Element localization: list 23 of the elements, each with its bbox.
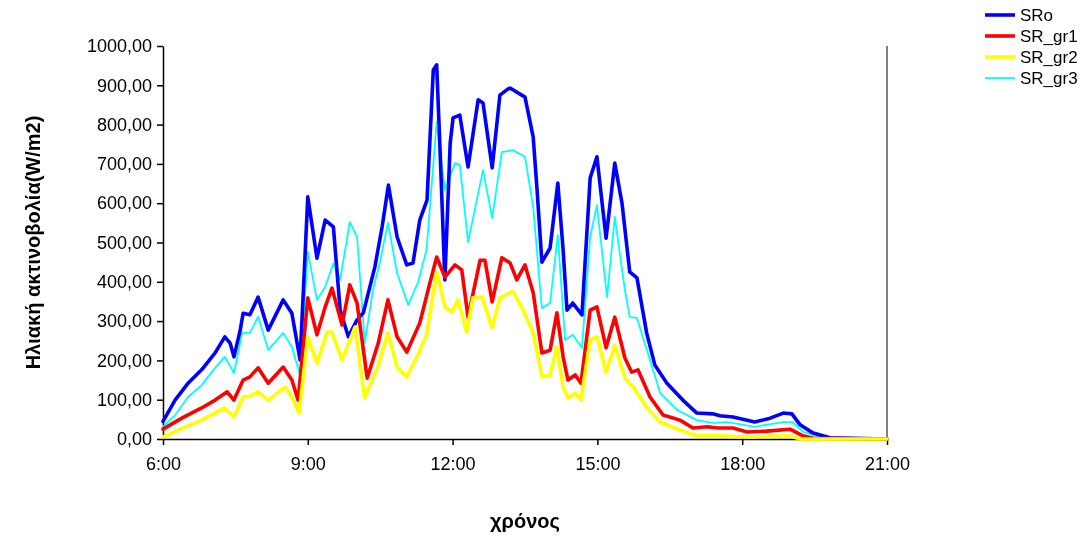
x-tick-label: 9:00 bbox=[290, 453, 326, 474]
y-tick-label: 100,00 bbox=[96, 389, 152, 410]
x-tick-label: 15:00 bbox=[575, 453, 621, 474]
legend-label: SRo bbox=[1020, 6, 1054, 25]
y-tick-label: 500,00 bbox=[96, 232, 152, 253]
y-tick-label: 1000,00 bbox=[86, 36, 152, 57]
y-tick-label: 800,00 bbox=[96, 114, 152, 135]
x-tick-label: 6:00 bbox=[145, 453, 182, 474]
x-axis-title: χρόνος bbox=[490, 510, 560, 532]
x-tick-label: 12:00 bbox=[430, 453, 476, 474]
y-tick-label: 200,00 bbox=[96, 350, 152, 371]
y-tick-label: 700,00 bbox=[96, 154, 152, 175]
y-tick-label: 400,00 bbox=[96, 272, 152, 293]
legend-label: SR_gr2 bbox=[1020, 48, 1078, 67]
y-axis-title: Ηλιακή ακτινοβολία(W/m2) bbox=[22, 115, 44, 370]
y-tick-label: 900,00 bbox=[96, 75, 152, 96]
y-tick-label: 300,00 bbox=[96, 311, 152, 332]
y-tick-label: 0,00 bbox=[116, 429, 152, 450]
x-tick-label: 21:00 bbox=[864, 453, 911, 474]
legend-label: SR_gr3 bbox=[1020, 69, 1078, 88]
x-tick-label: 18:00 bbox=[720, 453, 766, 474]
y-tick-label: 600,00 bbox=[96, 193, 152, 214]
legend-label: SR_gr1 bbox=[1020, 27, 1078, 46]
